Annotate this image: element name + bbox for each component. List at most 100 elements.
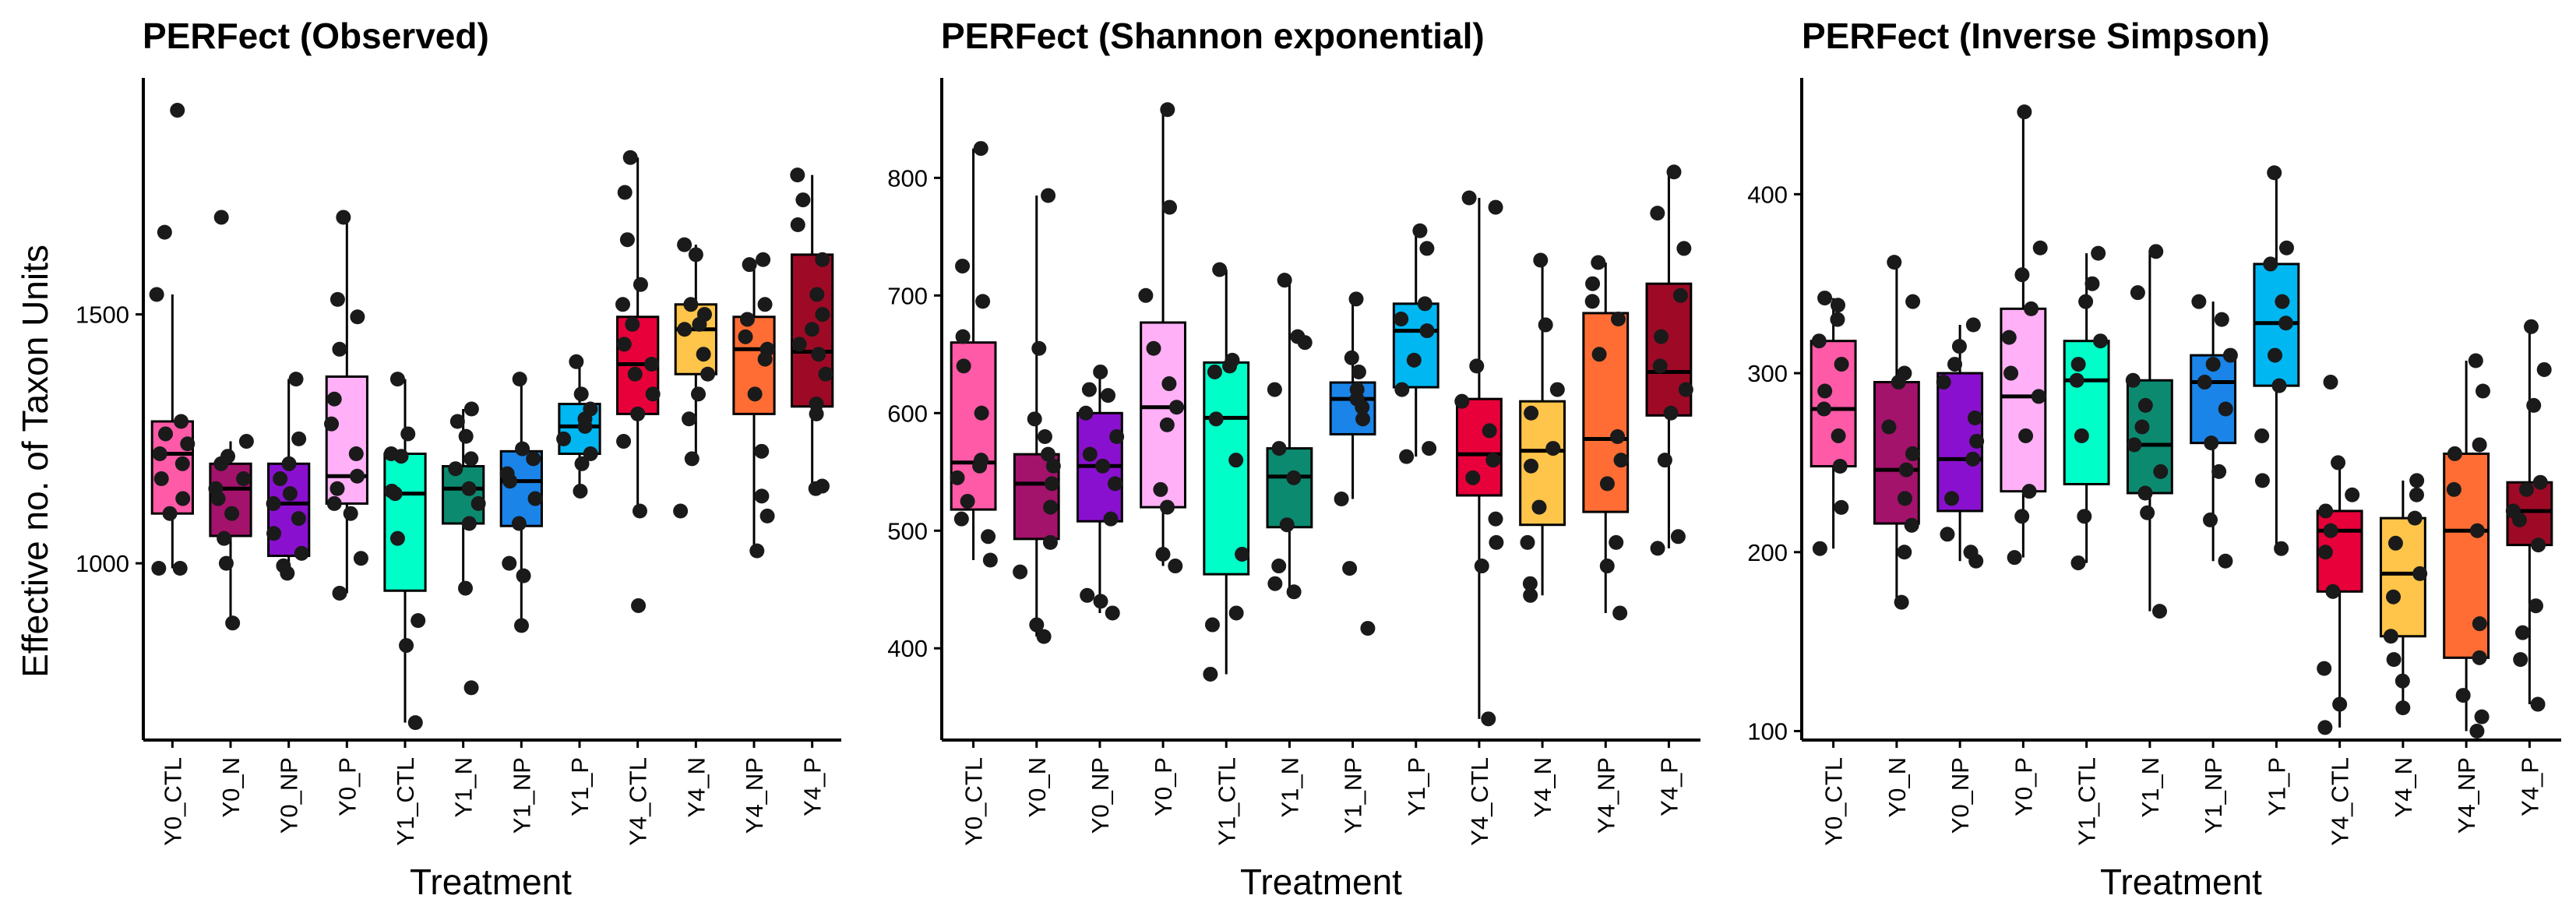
data-point <box>153 471 169 486</box>
box <box>1203 361 1250 576</box>
data-point <box>688 247 703 263</box>
y-tick-label: 700 <box>887 282 928 309</box>
data-point <box>516 568 531 583</box>
x-tick-label: Y0_CTL <box>960 757 988 846</box>
data-point <box>974 453 989 468</box>
panel-inverse-simpson: PERFect (Inverse Simpson) Treatment 100 2… <box>1747 16 2561 902</box>
y-tick-label: 800 <box>887 164 928 192</box>
data-point <box>1207 364 1222 379</box>
data-point <box>1963 545 1979 560</box>
data-point <box>1399 449 1415 464</box>
data-point <box>2125 372 2141 388</box>
data-point <box>2526 397 2542 413</box>
data-point <box>759 508 775 523</box>
data-point <box>756 252 771 267</box>
data-point <box>2197 375 2212 390</box>
data-point <box>2267 165 2282 181</box>
x-tick-label: Y4_N <box>2390 757 2417 818</box>
data-point <box>573 483 588 499</box>
data-point <box>170 103 185 118</box>
data-point <box>282 486 298 502</box>
data-point <box>2254 428 2270 443</box>
data-point <box>1482 423 1497 439</box>
y-tick-label: 400 <box>887 635 928 662</box>
data-point <box>742 257 757 273</box>
data-point <box>175 491 191 506</box>
data-point <box>1267 382 1282 397</box>
data-point <box>1412 223 1428 238</box>
x-tick-label: Y1_P <box>566 757 594 816</box>
data-point <box>384 483 400 499</box>
data-point <box>2532 474 2548 490</box>
data-point <box>515 441 530 456</box>
x-tick-label: Y1_N <box>450 757 477 818</box>
data-point <box>633 277 648 292</box>
data-point <box>1082 446 1098 462</box>
chart-title: PERFect (Shannon exponential) <box>941 16 1485 56</box>
data-point <box>329 291 345 307</box>
y-tick-label: 500 <box>887 517 928 545</box>
data-point <box>953 511 969 527</box>
data-point <box>673 503 689 519</box>
data-point <box>790 217 805 233</box>
data-point <box>389 372 405 387</box>
data-point <box>683 297 699 312</box>
data-point <box>1830 298 1845 313</box>
data-point <box>407 715 423 731</box>
data-point <box>583 446 598 462</box>
x-tick-label: Y0_NP <box>276 757 303 834</box>
data-point <box>1271 441 1287 456</box>
x-tick-label: Y4_N <box>682 757 710 818</box>
data-point <box>2395 700 2411 716</box>
data-point <box>1678 382 1693 397</box>
data-point <box>1585 276 1601 291</box>
data-point <box>1417 296 1432 312</box>
data-point <box>329 481 345 496</box>
data-point <box>1036 629 1052 644</box>
data-point <box>1360 621 1376 636</box>
data-point <box>448 461 463 477</box>
data-point <box>2505 503 2521 519</box>
data-point <box>2203 512 2218 527</box>
data-point <box>1613 453 1629 468</box>
x-tick-label: Y1_NP <box>2200 757 2227 834</box>
data-point <box>1160 102 1175 118</box>
data-point <box>677 237 692 252</box>
data-point <box>2074 428 2089 443</box>
data-point <box>238 434 254 449</box>
data-point <box>2130 285 2145 301</box>
data-point <box>2469 523 2485 538</box>
data-point <box>2205 357 2221 372</box>
data-point <box>332 341 347 357</box>
data-point <box>754 488 770 504</box>
data-point <box>1545 441 1561 456</box>
data-point <box>463 451 479 467</box>
data-point <box>1951 339 1967 354</box>
data-point <box>1612 605 1628 621</box>
data-point <box>645 386 661 402</box>
data-point <box>2222 347 2238 363</box>
data-point <box>1105 605 1120 621</box>
data-point <box>1286 584 1302 600</box>
data-point <box>1650 541 1665 556</box>
data-point <box>627 366 643 382</box>
data-point <box>1081 382 1097 397</box>
data-point <box>1881 419 1897 435</box>
data-point <box>1235 546 1250 562</box>
data-point <box>157 224 172 240</box>
x-tick-label: Y4_NP <box>1592 757 1619 834</box>
data-point <box>151 561 167 576</box>
data-point <box>1394 312 1409 327</box>
data-point <box>348 446 364 462</box>
x-tick-label: Y4_N <box>1529 757 1556 818</box>
data-point <box>2468 353 2483 368</box>
data-point <box>2134 419 2150 435</box>
panel-shannon: PERFect (Shannon exponential) Treatment … <box>887 16 1700 902</box>
data-point <box>1212 262 1228 277</box>
data-point <box>2017 104 2032 120</box>
x-tick-label: Y4_CTL <box>2327 757 2354 846</box>
data-point <box>1481 711 1496 727</box>
data-point <box>350 468 365 484</box>
data-point <box>218 555 234 571</box>
data-point <box>2275 294 2290 309</box>
